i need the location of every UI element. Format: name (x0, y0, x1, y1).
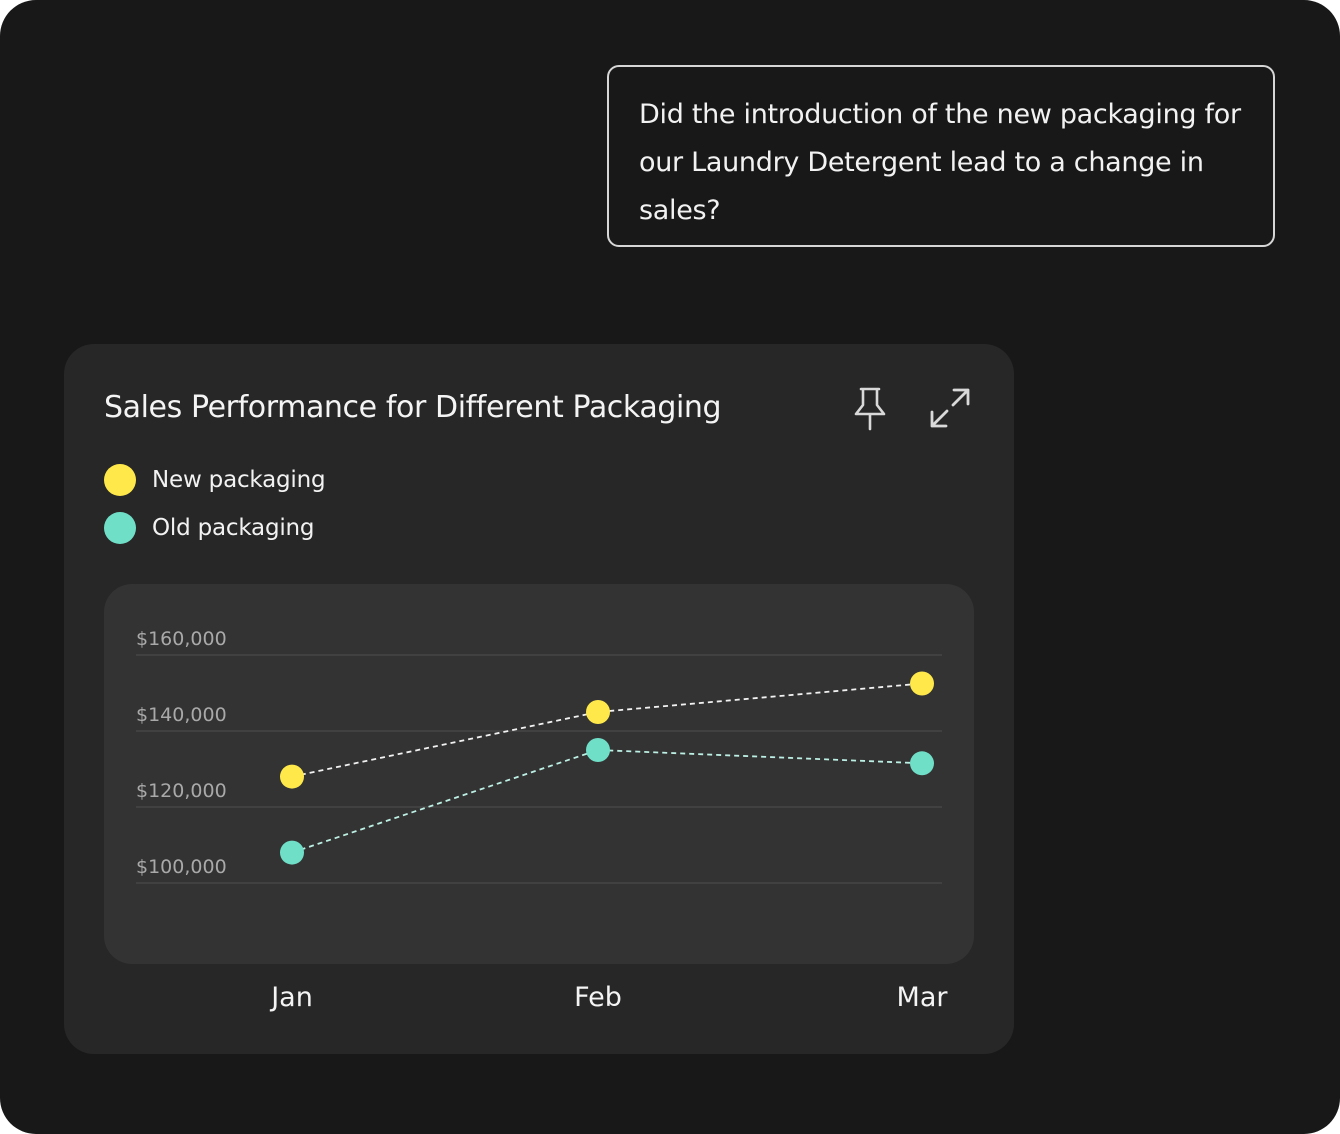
expand-icon (930, 388, 970, 428)
series-0-point-0 (280, 764, 304, 789)
legend-swatch-old (104, 512, 136, 544)
plot-area: $160,000 $140,000 $120,000 $100,000 (104, 584, 974, 964)
series-line-1 (291, 749, 923, 854)
y-tick-label-3: $100,000 (136, 856, 227, 878)
legend-label-old: Old packaging (152, 515, 315, 541)
y-tick-label-0: $160,000 (136, 628, 227, 650)
pin-icon (854, 387, 886, 431)
user-question-bubble: Did the introduction of the new packagin… (607, 65, 1275, 247)
y-tick-label-1: $140,000 (136, 704, 227, 726)
x-tick-label-1: Feb (574, 982, 622, 1013)
chart-legend: New packaging Old packaging (104, 462, 326, 558)
chart-card: Sales Performance for Different Packagin… (64, 344, 1014, 1054)
series-1-point-2 (910, 751, 934, 776)
series-1-point-0 (280, 840, 304, 865)
chart-title: Sales Performance for Different Packagin… (104, 390, 722, 425)
y-tick-label-2: $120,000 (136, 780, 227, 802)
legend-item-new-packaging: New packaging (104, 462, 326, 498)
series-0-point-2 (910, 671, 934, 696)
pin-button[interactable] (848, 386, 892, 431)
x-tick-label-0: Jan (271, 982, 313, 1013)
legend-label-new: New packaging (152, 467, 326, 493)
user-question-text: Did the introduction of the new packagin… (639, 99, 1241, 226)
line-chart: $160,000 $140,000 $120,000 $100,000 (136, 628, 942, 884)
series-1-point-1 (586, 738, 610, 762)
legend-item-old-packaging: Old packaging (104, 510, 325, 546)
x-tick-label-2: Mar (896, 982, 948, 1013)
expand-button[interactable] (928, 386, 972, 430)
legend-swatch-new (104, 464, 136, 496)
series-line-0 (291, 682, 923, 778)
series-0-point-1 (586, 700, 610, 724)
